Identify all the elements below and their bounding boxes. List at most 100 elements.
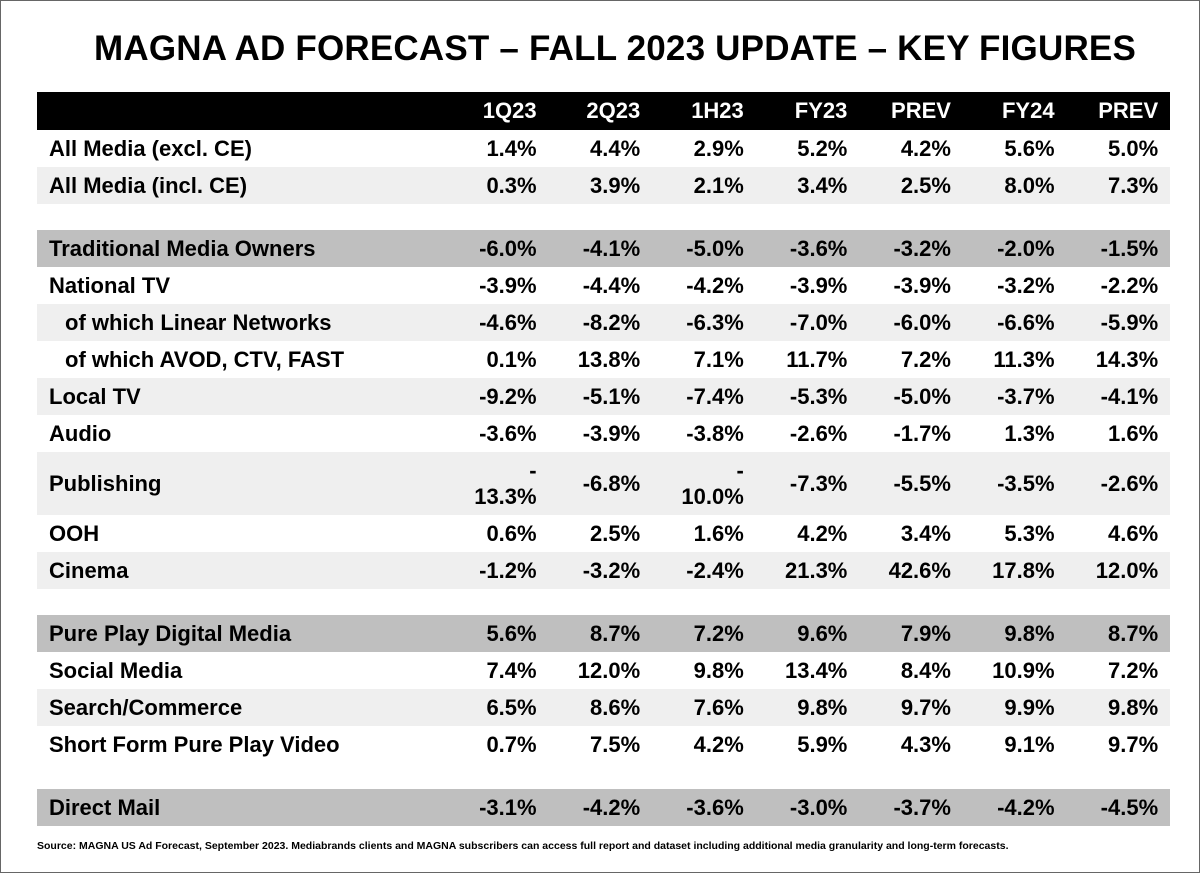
table-row: National TV -3.9% -4.4% -4.2% -3.9% -3.9… bbox=[37, 267, 1170, 304]
table-cell: -5.9% bbox=[1100, 309, 1159, 335]
table-cell: 1.6% bbox=[693, 520, 744, 546]
row-label: Publishing bbox=[49, 470, 162, 496]
table-cell: 5.3% bbox=[1004, 520, 1055, 546]
table-cell: -4.6% bbox=[479, 309, 537, 335]
table-cell: 0.7% bbox=[486, 731, 537, 757]
table-cell: -3.7% bbox=[997, 383, 1055, 409]
table-cell: 7.2% bbox=[693, 620, 744, 646]
spacer-row bbox=[37, 204, 1170, 230]
table-cell: -5.0% bbox=[893, 383, 951, 409]
table-cell: 12.0% bbox=[577, 657, 641, 683]
table-row: Publishing -13.3% -6.8% -10.0% -7.3% -5.… bbox=[37, 452, 1171, 515]
table-cell: -3.2% bbox=[582, 557, 641, 583]
page-title: MAGNA AD FORECAST – FALL 2023 UPDATE – K… bbox=[93, 29, 1137, 68]
table-cell: -4.4% bbox=[582, 272, 641, 298]
table-cell: 9.8% bbox=[797, 694, 848, 720]
table-cell: 2.9% bbox=[693, 135, 744, 161]
table-cell: -6.0% bbox=[893, 309, 951, 335]
table-cell: 4.2% bbox=[797, 520, 848, 546]
table-cell: -4.5% bbox=[1100, 794, 1159, 820]
table-row: Cinema -1.2% -3.2% -2.4% 21.3% 42.6% 17.… bbox=[37, 552, 1171, 589]
row-label: All Media (excl. CE) bbox=[49, 135, 252, 161]
table-cell: -6.0% bbox=[479, 235, 537, 261]
table-cell: 5.6% bbox=[486, 620, 537, 646]
table-cell: -3.2% bbox=[997, 272, 1055, 298]
table-cell: -5.3% bbox=[789, 383, 848, 409]
row-label: Local TV bbox=[49, 383, 141, 409]
table-row: All Media (excl. CE) 1.4% 4.4% 2.9% 5.2%… bbox=[37, 130, 1170, 167]
table-cell: -5.5% bbox=[893, 470, 951, 496]
table-cell: -6.6% bbox=[997, 309, 1055, 335]
table-cell: -2.6% bbox=[789, 420, 848, 446]
table-cell: -3.7% bbox=[893, 794, 951, 820]
table-cell: -4.2% bbox=[686, 272, 744, 298]
table-cell: -7.3% bbox=[789, 470, 848, 496]
row-label: All Media (incl. CE) bbox=[49, 172, 248, 198]
table-cell: 4.2% bbox=[693, 731, 744, 757]
table-cell: 42.6% bbox=[888, 557, 951, 583]
section-row: Direct Mail -3.1% -4.2% -3.6% -3.0% -3.7… bbox=[37, 789, 1171, 826]
table-row: Search/Commerce 6.5% 8.6% 7.6% 9.8% 9.7%… bbox=[37, 689, 1171, 726]
table-cell: 9.7% bbox=[900, 694, 951, 720]
table-cell: -3.2% bbox=[893, 235, 951, 261]
table-cell: 7.5% bbox=[590, 731, 641, 757]
table-cell: 6.5% bbox=[486, 694, 537, 720]
table-cell: 8.6% bbox=[590, 694, 641, 720]
table-cell: -7.4% bbox=[686, 383, 744, 409]
table-cell: 13.4% bbox=[784, 657, 848, 683]
table-cell: -3.0% bbox=[789, 794, 848, 820]
table-cell: -1.2% bbox=[479, 557, 537, 583]
table-cell: -3.9% bbox=[582, 420, 641, 446]
table-cell: -5.1% bbox=[582, 383, 641, 409]
table-row: OOH 0.6% 2.5% 1.6% 4.2% 3.4% 5.3% 4.6% bbox=[37, 515, 1170, 552]
table-row: Social Media 7.4% 12.0% 9.8% 13.4% 8.4% … bbox=[37, 652, 1170, 689]
table-row: Short Form Pure Play Video 0.7% 7.5% 4.2… bbox=[37, 726, 1170, 763]
table-cell: 1.4% bbox=[486, 135, 537, 161]
table-cell: 5.9% bbox=[797, 731, 848, 757]
table-cell: 8.7% bbox=[590, 620, 641, 646]
table-cell: 8.7% bbox=[1108, 620, 1159, 646]
table-row: of which AVOD, CTV, FAST 0.1% 13.8% 7.1%… bbox=[37, 341, 1170, 378]
row-label: Social Media bbox=[49, 657, 183, 683]
column-header: 1H23 bbox=[691, 98, 744, 123]
table-cell: 9.8% bbox=[693, 657, 744, 683]
table-cell: 0.1% bbox=[486, 346, 537, 372]
cell-number: 13.3% bbox=[474, 483, 537, 509]
table-cell: 2.5% bbox=[900, 172, 951, 198]
table-row: Local TV -9.2% -5.1% -7.4% -5.3% -5.0% -… bbox=[37, 378, 1171, 415]
column-header: FY23 bbox=[794, 98, 848, 123]
section-row: Traditional Media Owners -6.0% -4.1% -5.… bbox=[37, 230, 1171, 267]
header-row: 1Q23 2Q23 1H23 FY23 PREV FY24 PREV bbox=[37, 92, 1171, 130]
table-cell: 2.1% bbox=[693, 172, 744, 198]
table-cell: -2.2% bbox=[1100, 272, 1159, 298]
table-cell: 4.3% bbox=[900, 731, 951, 757]
table-cell: 11.3% bbox=[993, 346, 1055, 372]
table-cell: -5.0% bbox=[686, 235, 744, 261]
table-cell: 7.2% bbox=[1108, 657, 1159, 683]
table-cell: 7.1% bbox=[693, 346, 744, 372]
table-cell: -4.1% bbox=[1100, 383, 1159, 409]
table-cell: 12.0% bbox=[1095, 557, 1159, 583]
table-cell: -3.6% bbox=[686, 794, 744, 820]
table-cell: 11.7% bbox=[786, 346, 848, 372]
table-cell: -3.1% bbox=[479, 794, 537, 820]
table-cell: 5.2% bbox=[797, 135, 848, 161]
table-cell: -2.4% bbox=[686, 557, 744, 583]
row-label: Short Form Pure Play Video bbox=[49, 731, 340, 757]
column-header: PREV bbox=[1098, 98, 1159, 123]
section-row: Pure Play Digital Media 5.6% 8.7% 7.2% 9… bbox=[37, 615, 1171, 652]
table-cell: 14.3% bbox=[1095, 346, 1159, 372]
table-cell: 7.3% bbox=[1108, 172, 1159, 198]
table-cell: 9.6% bbox=[797, 620, 848, 646]
table-cell: -4.1% bbox=[582, 235, 641, 261]
table-row: All Media (incl. CE) 0.3% 3.9% 2.1% 3.4%… bbox=[37, 167, 1171, 204]
minus-sign: - bbox=[736, 457, 744, 483]
key-figures-table: 1Q23 2Q23 1H23 FY23 PREV FY24 PREV All M… bbox=[37, 92, 1171, 826]
table-cell: -4.2% bbox=[997, 794, 1055, 820]
column-header: PREV bbox=[891, 98, 951, 123]
table-cell: 3.4% bbox=[900, 520, 951, 546]
table-cell: -9.2% bbox=[479, 383, 537, 409]
source-footnote: Source: MAGNA US Ad Forecast, September … bbox=[37, 840, 1009, 852]
spacer-row bbox=[37, 589, 1170, 615]
table-cell: -3.9% bbox=[789, 272, 848, 298]
